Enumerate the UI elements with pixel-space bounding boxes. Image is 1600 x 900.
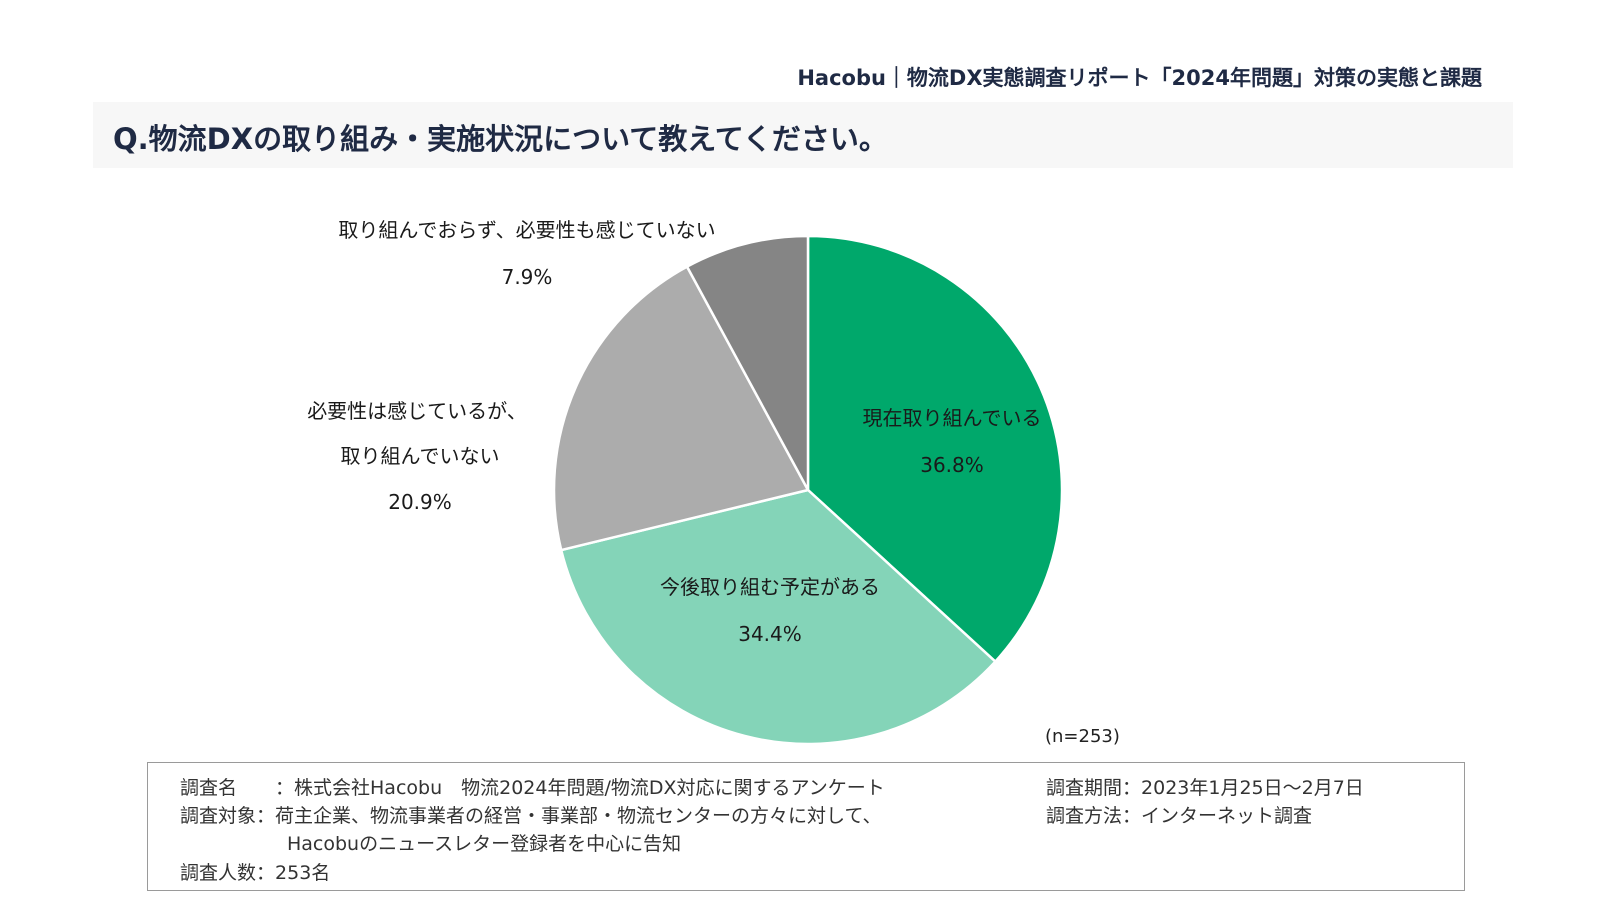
survey-name-value: 株式会社Hacobu 物流2024年問題/物流DX対応に関するアンケート — [294, 777, 885, 799]
survey-target-value-2: Hacobuのニュースレター登録者を中心に告知 — [287, 833, 682, 855]
survey-target-row-2: Hacobuのニュースレター登録者を中心に告知 — [287, 829, 681, 856]
survey-count-row: 調査人数：253名 — [180, 858, 330, 885]
report-brand-line: Hacobu｜物流DX実態調査リポート「2024年問題」対策の実態と課題 — [797, 66, 1482, 90]
question-banner: Q.物流DXの取り組み・実施状況について教えてください。 — [93, 102, 1513, 168]
survey-name-key: 調査名 ： — [180, 777, 295, 799]
survey-period-value: 2023年1月25日～2月7日 — [1141, 777, 1364, 799]
survey-target-row: 調査対象：荷主企業、物流事業者の経営・事業部・物流センターの方々に対して、 — [180, 801, 882, 828]
slice-label-none: 取り組んでおらず、必要性も感じていない — [338, 218, 715, 242]
slice-needed — [552, 264, 810, 552]
survey-method-key: 調査方法： — [1046, 805, 1142, 827]
pie-labels: 現在取り組んでいる 36.8% 今後取り組む予定がある 34.4% 必要性は感じ… — [307, 218, 1041, 646]
survey-method-value: インターネット調査 — [1141, 805, 1313, 827]
survey-info-box: 調査名 ：株式会社Hacobu 物流2024年問題/物流DX対応に関するアンケー… — [147, 762, 1465, 891]
slice-none — [685, 234, 810, 491]
pie-slices — [552, 234, 1064, 746]
slice-label-current: 現在取り組んでいる — [863, 406, 1042, 430]
survey-target-value-1: 荷主企業、物流事業者の経営・事業部・物流センターの方々に対して、 — [275, 805, 882, 827]
sample-size-note: (n=253) — [1045, 726, 1120, 747]
slice-planned — [559, 488, 998, 746]
slice-value-needed: 20.9% — [388, 490, 452, 514]
slice-label-needed-line1: 必要性は感じているが、 — [307, 399, 527, 423]
question-title: Q.物流DXの取り組み・実施状況について教えてください。 — [113, 122, 888, 156]
slice-label-needed-line2: 取り組んでいない — [341, 444, 500, 468]
survey-method-row: 調査方法：インターネット調査 — [1046, 801, 1312, 828]
slice-value-none: 7.9% — [502, 265, 553, 289]
slice-value-planned: 34.4% — [738, 622, 802, 646]
survey-period-row: 調査期間：2023年1月25日～2月7日 — [1046, 773, 1364, 800]
survey-count-key: 調査人数： — [180, 862, 276, 884]
survey-period-key: 調査期間： — [1046, 777, 1142, 799]
survey-count-value: 253名 — [275, 862, 331, 884]
survey-target-key: 調査対象： — [180, 805, 276, 827]
survey-name-row: 調査名 ：株式会社Hacobu 物流2024年問題/物流DX対応に関するアンケー… — [180, 773, 885, 800]
slice-value-current: 36.8% — [920, 453, 984, 477]
slice-current — [806, 234, 1064, 664]
slice-label-planned: 今後取り組む予定がある — [660, 575, 880, 599]
